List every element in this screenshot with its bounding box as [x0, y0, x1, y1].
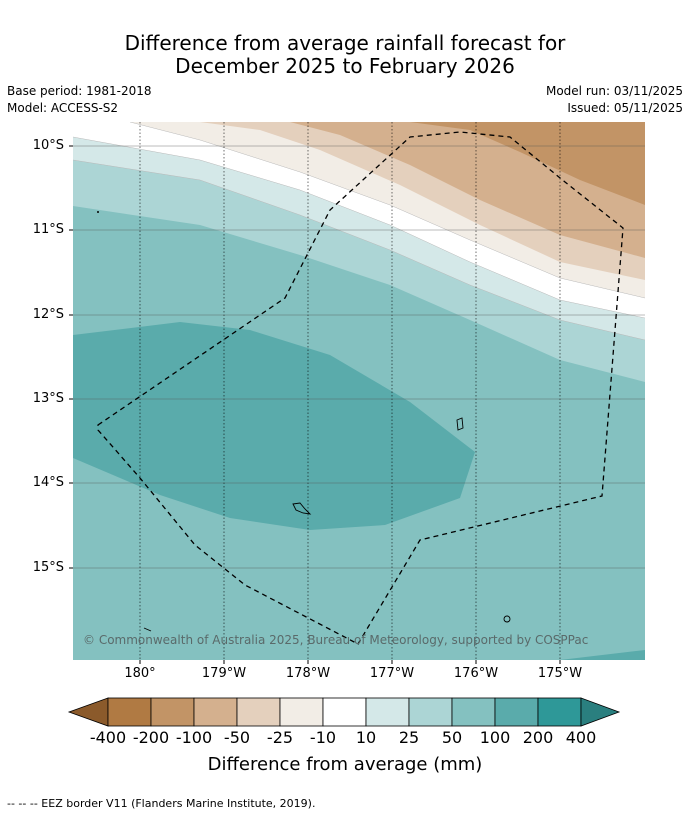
lon-label: 176°W [453, 666, 499, 681]
eez-border [97, 131, 624, 645]
lat-label: 13°S [32, 391, 64, 406]
latitude-lines [73, 145, 645, 569]
colorbar-tick-label: 50 [441, 728, 463, 747]
lon-label: 177°W [369, 666, 415, 681]
model-name: Model: ACCESS-S2 [7, 101, 119, 115]
colorbar-swatch [537, 697, 582, 727]
colorbar-extend-low [67, 697, 109, 727]
island-marker [143, 627, 152, 632]
lon-tick-marks [139, 660, 561, 664]
colorbar-tick-label: -200 [132, 728, 170, 747]
copyright-notice: © Commonwealth of Australia 2025, Bureau… [83, 633, 589, 647]
lat-tick-marks [69, 145, 73, 569]
colorbar-swatch [193, 697, 238, 727]
rainfall-band-100-200-corner [560, 650, 645, 660]
lon-label: 180° [124, 666, 156, 681]
base-period: Base period: 1981-2018 [7, 84, 152, 98]
chart-title-line-2: December 2025 to February 2026 [175, 54, 515, 78]
colorbar-tick-label: 10 [355, 728, 377, 747]
lat-label: 12°S [32, 307, 64, 322]
lon-label: 179°W [201, 666, 247, 681]
lon-label: 175°W [537, 666, 583, 681]
colorbar-swatch [150, 697, 195, 727]
colorbar-tick-label: -50 [223, 728, 251, 747]
rainfall-band-minus-100-200 [410, 122, 645, 205]
colorbar-tick-label: -25 [266, 728, 294, 747]
colorbar-swatch [279, 697, 324, 727]
colorbar [67, 697, 621, 727]
colorbar-tick-label: 400 [565, 728, 597, 747]
colorbar-tick-label: -100 [175, 728, 213, 747]
colorbar-tick-label: 200 [522, 728, 554, 747]
colorbar-tick-label: -10 [309, 728, 337, 747]
colorbar-swatch [236, 697, 281, 727]
colorbar-swatch [365, 697, 410, 727]
colorbar-swatch [107, 697, 152, 727]
lat-label: 11°S [32, 222, 64, 237]
model-run: Model run: 03/11/2025 [545, 84, 683, 98]
eez-footnote: -- -- -- EEZ border V11 (Flanders Marine… [7, 797, 316, 810]
graticule [139, 122, 561, 660]
colorbar-tick-label: 25 [398, 728, 420, 747]
issued-date: Issued: 05/11/2025 [567, 101, 683, 115]
lon-label: 178°W [285, 666, 331, 681]
island-marker [503, 615, 511, 623]
colorbar-swatch [408, 697, 453, 727]
colorbar-swatch [322, 697, 367, 727]
colorbar-swatch [451, 697, 496, 727]
lat-label: 14°S [32, 475, 64, 490]
colorbar-extend-high [580, 697, 621, 727]
colorbar-swatch [494, 697, 539, 727]
chart-title-line-1: Difference from average rainfall forecas… [124, 31, 566, 55]
colorbar-tick-label: 100 [479, 728, 511, 747]
island-marker [456, 417, 464, 431]
colorbar-tick-label: -400 [89, 728, 127, 747]
island-marker [292, 502, 312, 515]
island-marker [97, 211, 99, 213]
lat-label: 10°S [32, 138, 64, 153]
lat-label: 15°S [32, 560, 64, 575]
colorbar-title: Difference from average (mm) [207, 754, 483, 775]
